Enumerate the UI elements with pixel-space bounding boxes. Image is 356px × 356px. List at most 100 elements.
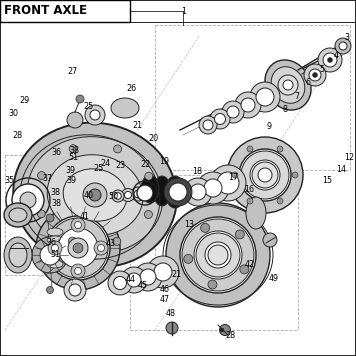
Circle shape (258, 168, 272, 182)
Circle shape (201, 223, 210, 232)
Ellipse shape (47, 260, 63, 268)
Text: 19: 19 (159, 157, 169, 167)
Text: 15: 15 (323, 176, 333, 185)
Text: 13: 13 (184, 220, 194, 230)
Circle shape (318, 48, 342, 72)
Circle shape (304, 64, 326, 86)
Text: 51: 51 (50, 250, 60, 259)
Text: 21: 21 (132, 121, 142, 130)
Circle shape (199, 116, 217, 134)
Text: 43: 43 (106, 239, 116, 248)
Text: 41: 41 (80, 212, 90, 221)
Circle shape (250, 160, 280, 190)
Circle shape (20, 192, 36, 208)
Circle shape (204, 179, 222, 197)
Text: 3: 3 (345, 33, 350, 42)
Circle shape (76, 95, 84, 103)
Text: 23: 23 (115, 161, 125, 170)
Circle shape (114, 277, 126, 289)
Circle shape (121, 188, 135, 201)
Text: 9: 9 (266, 122, 271, 131)
Text: 4: 4 (334, 51, 339, 60)
Circle shape (227, 106, 239, 118)
Circle shape (278, 75, 298, 95)
Text: 36: 36 (51, 148, 61, 157)
Circle shape (48, 218, 108, 278)
Ellipse shape (9, 208, 27, 222)
Circle shape (217, 172, 239, 194)
Ellipse shape (27, 137, 163, 253)
Circle shape (68, 238, 88, 258)
Circle shape (323, 53, 337, 67)
Circle shape (37, 210, 45, 218)
Text: 47: 47 (159, 295, 169, 304)
Circle shape (71, 218, 85, 232)
Ellipse shape (111, 98, 139, 118)
Circle shape (114, 145, 122, 153)
Text: 16: 16 (244, 185, 254, 194)
Circle shape (190, 184, 206, 200)
Text: 36: 36 (47, 238, 57, 247)
Circle shape (210, 165, 246, 201)
Circle shape (52, 245, 58, 251)
Circle shape (235, 92, 261, 118)
Circle shape (208, 280, 217, 289)
Circle shape (131, 187, 145, 201)
Circle shape (339, 42, 347, 50)
Circle shape (220, 325, 230, 335)
Circle shape (196, 233, 240, 277)
Circle shape (232, 172, 238, 178)
Text: 17: 17 (228, 173, 238, 182)
Circle shape (58, 228, 98, 268)
Circle shape (328, 58, 333, 63)
Ellipse shape (47, 228, 63, 236)
Ellipse shape (4, 203, 32, 227)
Text: 1: 1 (181, 7, 186, 16)
Text: 40: 40 (83, 190, 93, 200)
Text: 24: 24 (100, 159, 110, 168)
Circle shape (241, 98, 255, 112)
Circle shape (38, 172, 46, 179)
Circle shape (98, 245, 105, 251)
Circle shape (47, 287, 53, 293)
Ellipse shape (47, 155, 143, 235)
Circle shape (121, 267, 147, 293)
Circle shape (67, 112, 83, 128)
Text: 42: 42 (244, 260, 254, 269)
Circle shape (113, 237, 121, 245)
Text: 22: 22 (140, 160, 150, 169)
Circle shape (313, 73, 318, 78)
Text: 51: 51 (68, 153, 78, 162)
Circle shape (220, 328, 224, 332)
Circle shape (240, 265, 249, 274)
Circle shape (235, 230, 244, 239)
Circle shape (46, 214, 54, 222)
Ellipse shape (47, 236, 63, 244)
Ellipse shape (13, 123, 177, 267)
Ellipse shape (4, 237, 32, 273)
Circle shape (127, 273, 141, 287)
Circle shape (277, 198, 283, 204)
Text: 38: 38 (51, 199, 61, 208)
Circle shape (252, 162, 278, 188)
Text: 39: 39 (66, 166, 75, 175)
Circle shape (182, 219, 254, 291)
Text: 14: 14 (336, 164, 346, 174)
Text: 5: 5 (320, 65, 325, 74)
Ellipse shape (271, 67, 305, 103)
Circle shape (194, 231, 242, 279)
Circle shape (247, 146, 253, 152)
Circle shape (222, 101, 244, 123)
Circle shape (145, 210, 152, 219)
Text: 29: 29 (19, 96, 29, 105)
Circle shape (283, 80, 293, 90)
Circle shape (154, 263, 172, 281)
Text: 25: 25 (94, 163, 104, 173)
Circle shape (36, 206, 120, 290)
Circle shape (256, 88, 274, 106)
Circle shape (145, 172, 153, 180)
Text: 20: 20 (148, 134, 158, 143)
Circle shape (134, 190, 142, 198)
Circle shape (215, 114, 225, 125)
Text: 49: 49 (268, 274, 278, 283)
